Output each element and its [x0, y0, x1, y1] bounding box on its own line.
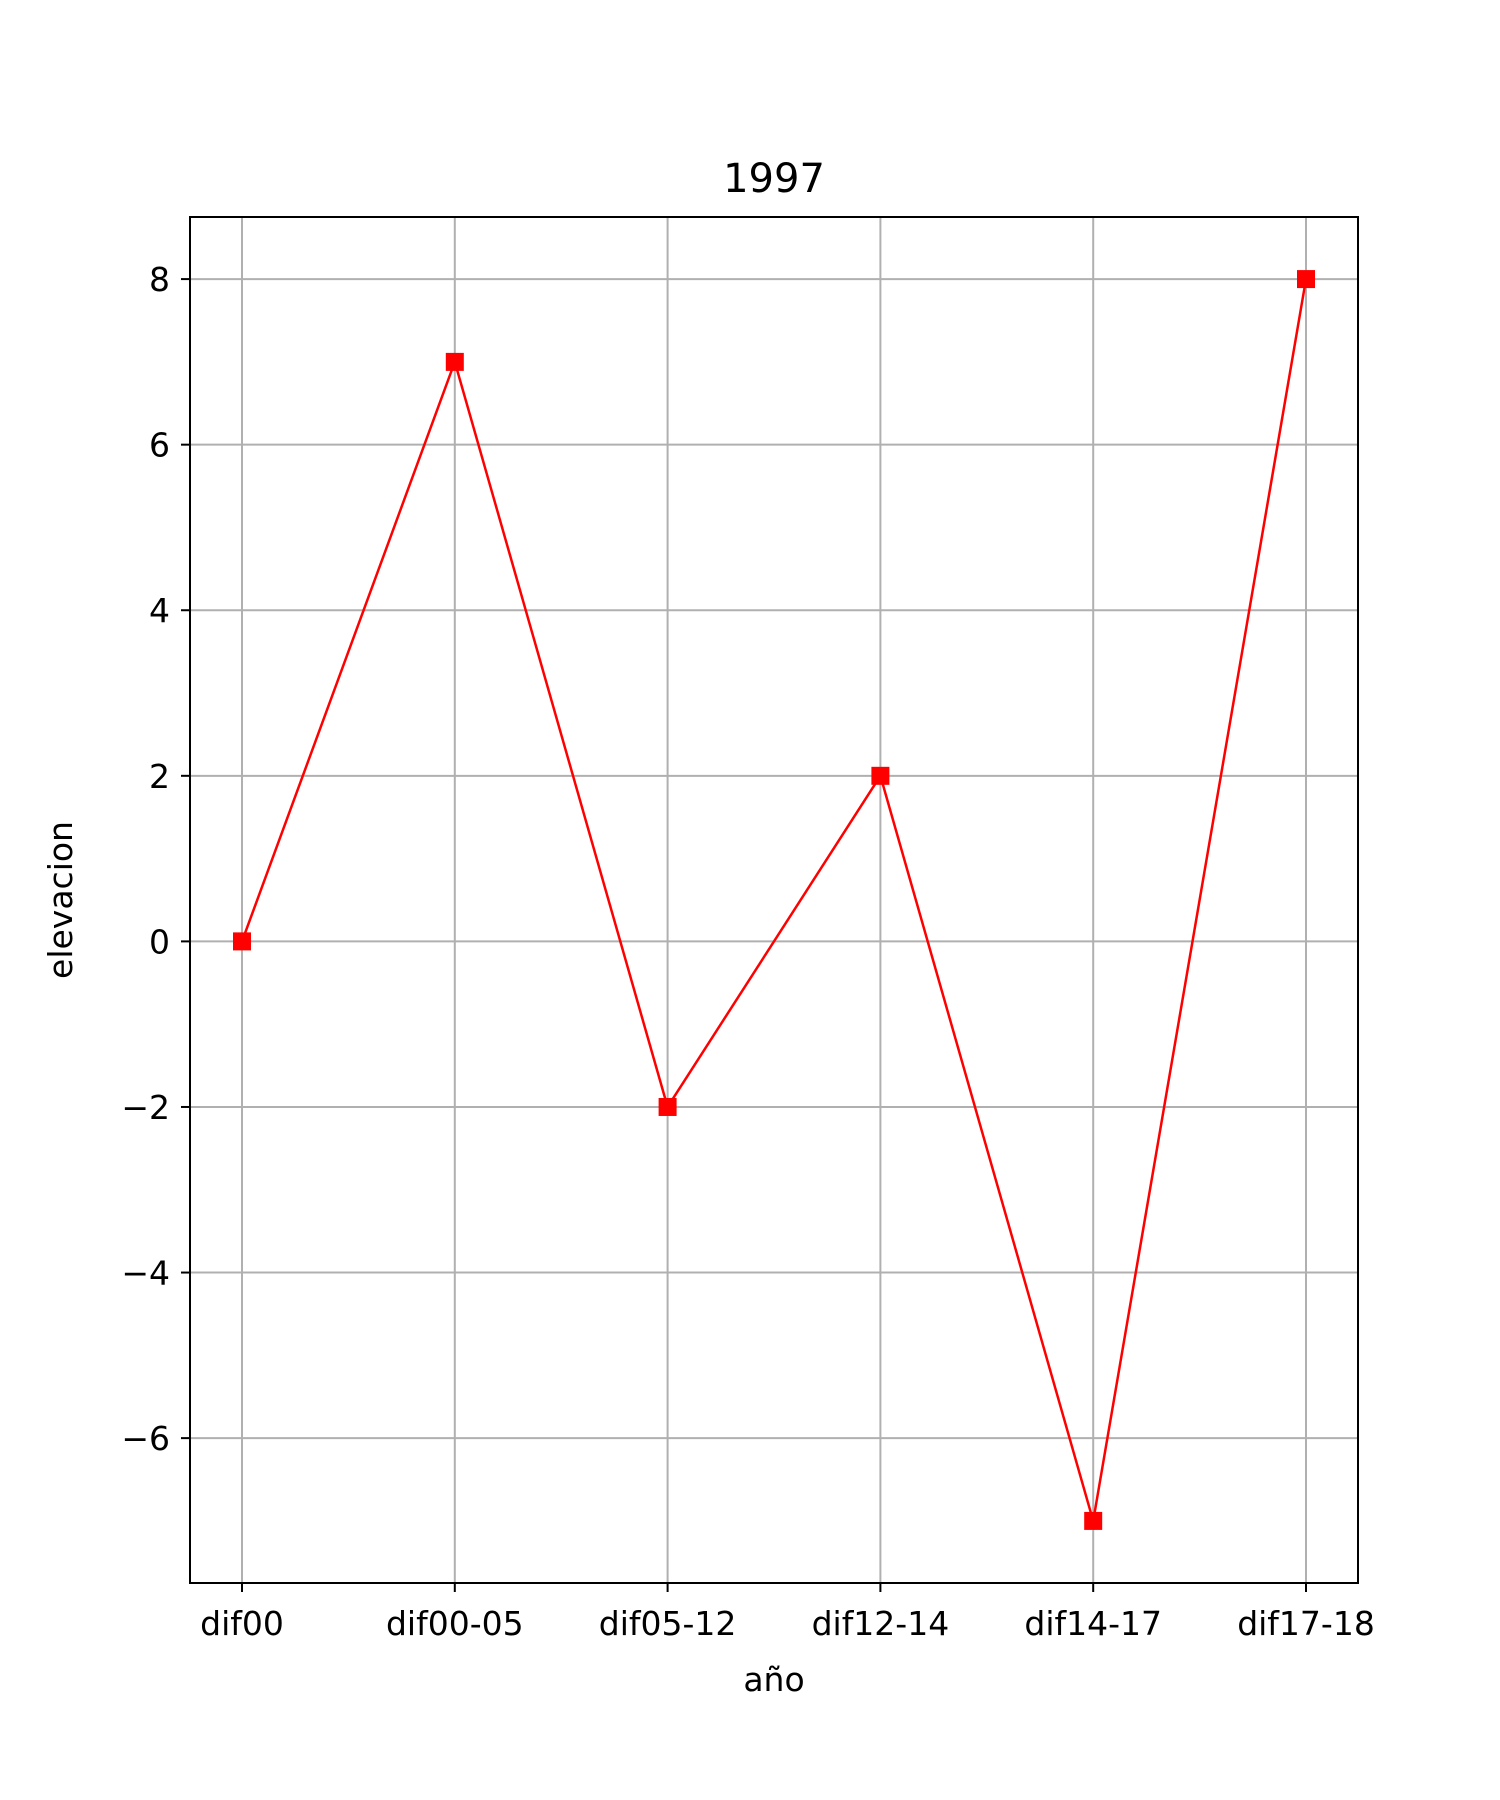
series-markers	[233, 270, 1315, 1530]
y-tick-label: 2	[149, 757, 170, 796]
y-tick-label: −2	[121, 1088, 170, 1127]
data-point-marker	[1297, 270, 1315, 289]
series-line-layer	[240, 278, 1308, 1523]
y-tick-label: 6	[149, 426, 170, 465]
data-point-marker	[1084, 1511, 1103, 1530]
x-tick-label: dif17-18	[1237, 1604, 1375, 1643]
x-tick-label: dif00-05	[386, 1604, 524, 1643]
chart-title: 1997	[723, 156, 825, 202]
x-tick-label: dif00	[200, 1604, 284, 1643]
y-tick-label: 0	[149, 922, 170, 961]
data-point-marker	[871, 766, 890, 785]
y-axis-title: elevacion	[41, 821, 80, 979]
data-point-marker	[658, 1097, 677, 1116]
y-tick-label: −4	[121, 1254, 170, 1293]
x-tick-label: dif05-12	[599, 1604, 737, 1643]
grid	[190, 217, 1358, 1583]
y-tick-label: 4	[149, 591, 170, 630]
series-line	[240, 278, 1308, 1523]
plot-area-frame	[189, 216, 1359, 1584]
y-tick-label: 8	[149, 260, 170, 299]
x-axis-title: año	[743, 1660, 804, 1699]
x-tick-label: dif12-14	[812, 1604, 950, 1643]
axis-ticks: dif00 dif00-05 dif05-12 dif12-14 dif14-17 dif…	[121, 260, 1374, 1643]
data-point-marker	[233, 932, 251, 951]
data-point-marker	[445, 352, 464, 371]
x-tick-label: dif14-17	[1024, 1604, 1162, 1643]
y-tick-label: −6	[121, 1419, 170, 1458]
